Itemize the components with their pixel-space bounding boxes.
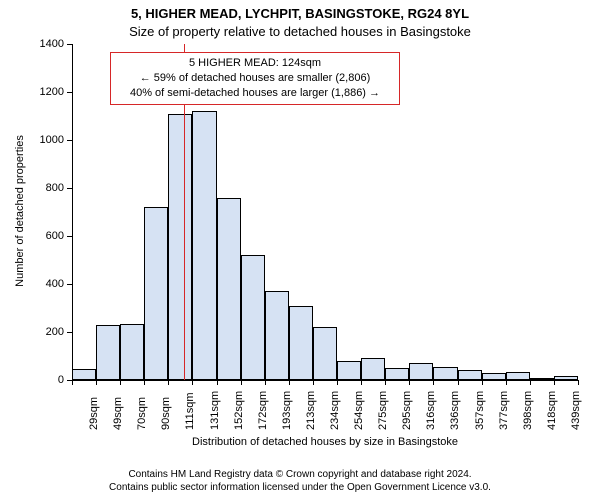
histogram-bar <box>506 372 530 380</box>
annotation-box: 5 HIGHER MEAD: 124sqm ← 59% of detached … <box>110 52 400 105</box>
x-tick-label: 234sqm <box>329 391 341 430</box>
histogram-bar <box>385 368 409 380</box>
x-tick-label: 254sqm <box>353 391 365 430</box>
histogram-bar <box>168 114 192 380</box>
x-tick-label: 193sqm <box>281 391 293 430</box>
x-axis-label: Distribution of detached houses by size … <box>72 436 578 448</box>
histogram-bar <box>409 363 433 380</box>
x-tick-label: 131sqm <box>209 391 221 430</box>
y-axis-label: Number of detached properties <box>14 121 26 301</box>
x-tick-label: 357sqm <box>474 391 486 430</box>
y-tick-label: 1200 <box>30 85 64 99</box>
histogram-bar <box>241 255 265 380</box>
histogram-bar <box>530 378 554 380</box>
annotation-line2: ← 59% of detached houses are smaller (2,… <box>117 71 393 86</box>
footer-line1: Contains HM Land Registry data © Crown c… <box>0 468 600 481</box>
histogram-bar <box>72 369 96 380</box>
x-tick-label: 336sqm <box>449 391 461 430</box>
histogram-bar <box>433 367 457 380</box>
histogram-bar <box>96 325 120 380</box>
x-tick-label: 172sqm <box>257 391 269 430</box>
histogram-bar <box>458 370 482 380</box>
histogram-bar <box>192 111 216 380</box>
x-tick-label: 295sqm <box>401 391 413 430</box>
chart-footer: Contains HM Land Registry data © Crown c… <box>0 468 600 494</box>
x-tick-label: 90sqm <box>160 397 172 430</box>
histogram-bar <box>337 361 361 380</box>
y-tick-label: 200 <box>30 325 64 339</box>
x-tick-label: 418sqm <box>546 391 558 430</box>
histogram-bar <box>313 327 337 380</box>
histogram-bar <box>482 373 506 380</box>
histogram-bar <box>361 358 385 380</box>
x-tick-label: 70sqm <box>136 397 148 430</box>
x-tick-label: 377sqm <box>498 391 510 430</box>
x-tick-label: 111sqm <box>184 392 196 430</box>
chart-title-main: 5, HIGHER MEAD, LYCHPIT, BASINGSTOKE, RG… <box>0 6 600 21</box>
x-tick-label: 213sqm <box>305 391 317 430</box>
histogram-bar <box>217 198 241 380</box>
chart-title-sub: Size of property relative to detached ho… <box>0 24 600 39</box>
histogram-bar <box>265 291 289 380</box>
annotation-line1: 5 HIGHER MEAD: 124sqm <box>117 56 393 71</box>
y-tick-label: 1400 <box>30 37 64 51</box>
x-tick-label: 398sqm <box>522 391 534 430</box>
x-tick-label: 152sqm <box>233 391 245 430</box>
y-tick-label: 400 <box>30 277 64 291</box>
y-tick-label: 800 <box>30 181 64 195</box>
footer-line2: Contains public sector information licen… <box>0 481 600 494</box>
y-tick-label: 1000 <box>30 133 64 147</box>
histogram-bar <box>120 324 144 380</box>
annotation-line3: 40% of semi-detached houses are larger (… <box>117 86 393 101</box>
histogram-bar <box>554 376 578 380</box>
x-tick-label: 439sqm <box>570 391 582 430</box>
histogram-bar <box>289 306 313 380</box>
y-tick-label: 0 <box>30 373 64 387</box>
x-tick-label: 275sqm <box>377 391 389 430</box>
y-tick-label: 600 <box>30 229 64 243</box>
x-tick-label: 49sqm <box>112 397 124 430</box>
histogram-bar <box>144 207 168 380</box>
x-tick-label: 29sqm <box>88 397 100 430</box>
chart-container: 5, HIGHER MEAD, LYCHPIT, BASINGSTOKE, RG… <box>0 0 600 500</box>
x-tick-label: 316sqm <box>425 391 437 430</box>
